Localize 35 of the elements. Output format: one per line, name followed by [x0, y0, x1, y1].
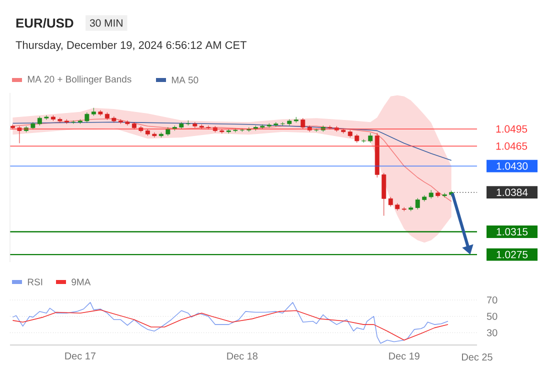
x-tick-label: Dec 17 — [65, 352, 96, 360]
candlestick — [98, 110, 103, 116]
line-series — [12, 302, 448, 344]
line-series — [12, 118, 452, 202]
y-tick-label: 1.0430 — [496, 162, 528, 170]
y-tick-label: 50 — [486, 312, 498, 320]
chart-subtitle: Thursday, December 19, 2024 6:56:12 AM CET — [16, 40, 246, 52]
y-tick-label: 70 — [487, 296, 498, 304]
y-tick-label: 1.0495 — [496, 125, 528, 133]
candlestick — [58, 117, 62, 123]
candlestick — [84, 112, 90, 123]
y-tick-label: 30 — [486, 329, 498, 336]
candlestick — [125, 120, 130, 126]
line-series — [12, 309, 448, 340]
candlestick — [388, 196, 393, 207]
candlestick — [152, 132, 157, 138]
text: 30 MIN — [90, 19, 122, 27]
candlestick — [415, 198, 420, 210]
x-tick-label: Dec 19 — [389, 352, 420, 360]
legend-label: 9MA — [72, 278, 91, 286]
y-tick-label: 1.0384 — [496, 188, 528, 196]
candlestick — [37, 116, 42, 126]
legend-label: MA 50 — [172, 76, 198, 84]
candlestick — [368, 132, 373, 143]
candlestick — [300, 118, 306, 130]
chart-title: EUR/USD — [16, 18, 74, 28]
y-tick-label: 1.0275 — [496, 250, 528, 258]
y-tick-label: 1.0465 — [496, 142, 528, 150]
legend-label: RSI — [28, 278, 42, 286]
legend-label: MA 20 + Bollinger Bands — [28, 76, 132, 84]
line-series — [12, 122, 452, 161]
text: Dec 25 — [462, 354, 492, 361]
y-tick-label: 1.0315 — [496, 228, 528, 236]
x-tick-label: Dec 18 — [227, 352, 258, 360]
candlestick — [382, 172, 386, 216]
